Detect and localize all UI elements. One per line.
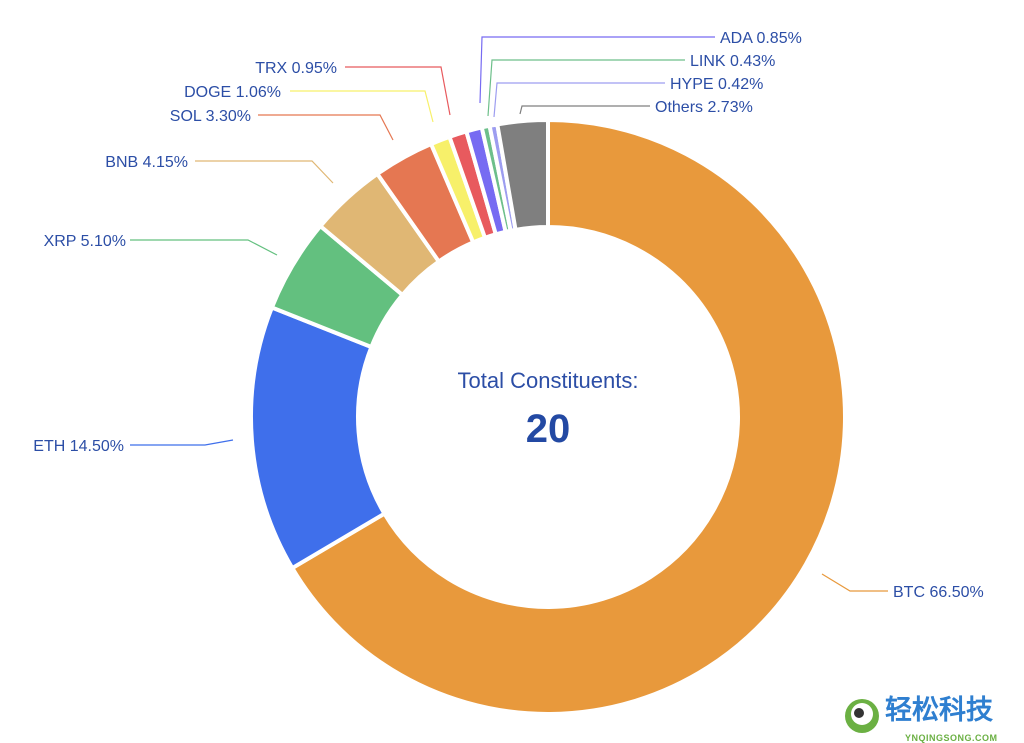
leader-line-link xyxy=(487,59,685,117)
slice-label-trx: TRX 0.95% xyxy=(255,60,337,77)
leader-line-bnb xyxy=(195,160,334,184)
slice-label-btc: BTC 66.50% xyxy=(893,584,984,601)
leader-line-btc xyxy=(821,573,888,592)
watermark-sub: YNQINGSONG.COM xyxy=(905,733,998,743)
leader-line-sol xyxy=(258,114,394,141)
center-title: Total Constituents: xyxy=(458,368,639,393)
watermark-logo: 轻松科技 YNQINGSONG.COM xyxy=(845,695,998,743)
leader-line-doge xyxy=(290,90,434,123)
slice-label-others: Others 2.73% xyxy=(655,99,753,116)
slice-label-xrp: XRP 5.10% xyxy=(44,233,126,250)
leader-line-hype xyxy=(493,82,665,118)
leader-line-others xyxy=(519,105,650,115)
slice-label-hype: HYPE 0.42% xyxy=(670,76,763,93)
center-value: 20 xyxy=(526,407,571,451)
leader-line-ada xyxy=(479,36,715,104)
slice-others[interactable] xyxy=(495,118,550,232)
leader-line-xrp xyxy=(130,239,278,256)
slice-label-doge: DOGE 1.06% xyxy=(184,84,281,101)
slice-label-ada: ADA 0.85% xyxy=(720,30,802,47)
leader-line-eth xyxy=(130,439,234,446)
slice-label-sol: SOL 3.30% xyxy=(170,108,251,125)
watermark-text: 轻松科技 xyxy=(885,695,993,725)
slice-label-bnb: BNB 4.15% xyxy=(105,154,188,171)
slice-btc[interactable] xyxy=(290,118,847,716)
slice-label-link: LINK 0.43% xyxy=(690,53,775,70)
leader-line-trx xyxy=(345,66,451,116)
slice-label-eth: ETH 14.50% xyxy=(33,438,124,455)
